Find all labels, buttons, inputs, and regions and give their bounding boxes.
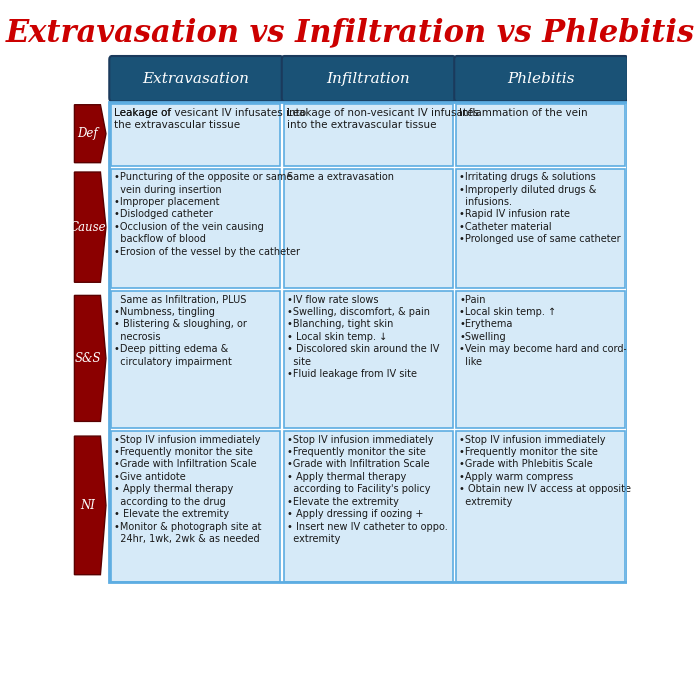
Text: Leakage of non-vesicant IV infusates
into the extravascular tissue: Leakage of non-vesicant IV infusates int… <box>287 108 479 130</box>
Text: Same a extravasation: Same a extravasation <box>287 172 393 182</box>
Text: •Stop IV infusion immediately
•Frequently monitor the site
•Grade with Phlebitis: •Stop IV infusion immediately •Frequentl… <box>459 435 631 507</box>
FancyBboxPatch shape <box>111 104 280 166</box>
Text: Def: Def <box>77 127 98 140</box>
FancyBboxPatch shape <box>456 291 625 428</box>
Text: •Irritating drugs & solutions
•Improperly diluted drugs &
  infusions.
•Rapid IV: •Irritating drugs & solutions •Improperl… <box>459 172 621 244</box>
Text: •Stop IV infusion immediately
•Frequently monitor the site
•Grade with Infiltrat: •Stop IV infusion immediately •Frequentl… <box>287 435 447 544</box>
Text: •Pain
•Local skin temp. ↑
•Erythema
•Swelling
•Vein may become hard and cord-
  : •Pain •Local skin temp. ↑ •Erythema •Swe… <box>459 295 627 367</box>
Text: Inflammation of the vein: Inflammation of the vein <box>459 108 588 118</box>
FancyBboxPatch shape <box>111 291 280 428</box>
Text: Infiltration: Infiltration <box>327 72 410 86</box>
FancyBboxPatch shape <box>284 169 453 288</box>
FancyBboxPatch shape <box>282 56 455 102</box>
Text: Same as Infiltration, PLUS
•Numbness, tingling
• Blistering & sloughing, or
  ne: Same as Infiltration, PLUS •Numbness, ti… <box>114 295 247 367</box>
Text: •Puncturing of the opposite or same
  vein during insertion
•Improper placement
: •Puncturing of the opposite or same vein… <box>114 172 300 257</box>
Text: •Stop IV infusion immediately
•Frequently monitor the site
•Grade with Infiltrat: •Stop IV infusion immediately •Frequentl… <box>114 435 262 544</box>
Polygon shape <box>74 172 106 282</box>
FancyBboxPatch shape <box>109 56 283 102</box>
Text: Extravasation vs Infiltration vs Phlebitis: Extravasation vs Infiltration vs Phlebit… <box>6 18 694 48</box>
Text: Cause: Cause <box>69 220 106 234</box>
FancyBboxPatch shape <box>284 291 453 428</box>
FancyBboxPatch shape <box>111 431 280 582</box>
Text: S&S: S&S <box>74 352 101 365</box>
Text: •IV flow rate slows
•Swelling, discomfort, & pain
•Blanching, tight skin
• Local: •IV flow rate slows •Swelling, discomfor… <box>287 295 439 379</box>
Polygon shape <box>74 105 106 162</box>
FancyBboxPatch shape <box>456 431 625 582</box>
Text: Leakage of: Leakage of <box>114 108 174 118</box>
FancyBboxPatch shape <box>284 431 453 582</box>
Text: NI: NI <box>80 499 95 512</box>
Polygon shape <box>74 295 106 421</box>
Text: Phlebitis: Phlebitis <box>508 72 575 86</box>
Text: Leakage of vesicant IV infusates into
the extravascular tissue: Leakage of vesicant IV infusates into th… <box>114 108 307 130</box>
FancyBboxPatch shape <box>456 104 625 166</box>
Text: Extravasation: Extravasation <box>143 72 250 86</box>
Polygon shape <box>74 436 106 575</box>
FancyBboxPatch shape <box>284 104 453 166</box>
FancyBboxPatch shape <box>454 56 628 102</box>
FancyBboxPatch shape <box>111 169 280 288</box>
FancyBboxPatch shape <box>456 169 625 288</box>
